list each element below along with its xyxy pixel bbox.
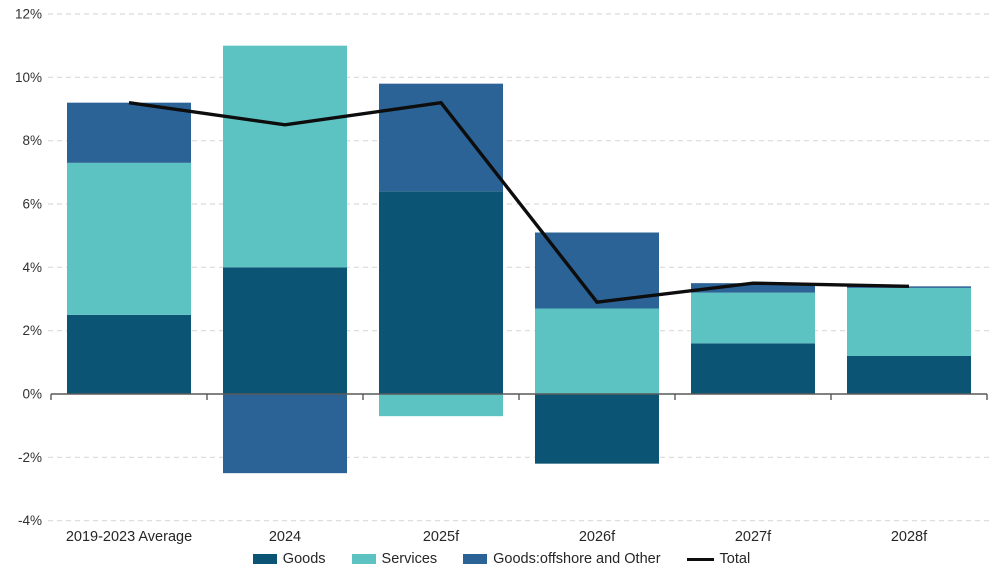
bar-segment-services-2026f xyxy=(535,308,659,394)
y-tick-label: 12% xyxy=(15,7,42,22)
x-axis-label: 2026f xyxy=(579,529,616,545)
total-line xyxy=(128,100,910,304)
bar-segment-services-2027f xyxy=(691,292,815,344)
x-axis-label: 2019-2023 Average xyxy=(66,529,192,545)
bar-segment-services-2024 xyxy=(223,45,347,268)
legend-label: Total xyxy=(719,551,751,567)
bar-segment-goods-2025f xyxy=(379,191,503,394)
legend-item-goods-offshore-and-other: Goods:offshore and Other xyxy=(463,551,661,567)
x-axis-label: 2027f xyxy=(735,529,772,545)
bar-segment-goods-2026f xyxy=(535,394,659,464)
bar-segment-goods-2027f xyxy=(691,343,815,394)
y-tick-label: 0% xyxy=(22,387,42,402)
y-tick-label: 6% xyxy=(22,197,42,212)
legend-color-swatch xyxy=(463,554,488,564)
legend-color-swatch xyxy=(252,554,277,564)
x-axis-label: 2024 xyxy=(269,529,301,545)
y-tick-label: 4% xyxy=(22,260,42,275)
y-tick-label: 2% xyxy=(22,323,42,338)
bar-segment-goods-2019-2023-average xyxy=(67,314,191,394)
bar-segment-services-2025f xyxy=(379,394,503,417)
bar-segment-goods-2028f xyxy=(847,356,971,394)
bar-segment-services-2028f xyxy=(847,287,971,356)
bar-segment-services-2019-2023-average xyxy=(67,162,191,315)
bar-segment-goods-offshore-and-other-2028f xyxy=(847,286,971,288)
bar-segment-goods-offshore-and-other-2019-2023-average xyxy=(67,102,191,163)
y-tick-label: -2% xyxy=(18,450,42,465)
legend-label: Goods:offshore and Other xyxy=(493,551,661,567)
legend-line-swatch xyxy=(686,557,714,561)
bar-segment-goods-offshore-and-other-2027f xyxy=(691,283,815,293)
x-axis-label: 2028f xyxy=(891,529,928,545)
bar-segment-goods-2024 xyxy=(223,267,347,394)
legend-label: Goods xyxy=(282,551,326,567)
legend-item-goods: Goods xyxy=(252,551,326,567)
bar-segment-goods-offshore-and-other-2024 xyxy=(223,394,347,474)
chart-legend: Goods Services Goods:offshore and Other Tot… xyxy=(0,551,1003,567)
x-axis-label: 2025f xyxy=(423,529,460,545)
legend-label: Services xyxy=(381,551,438,567)
y-tick-label: 10% xyxy=(15,70,42,85)
legend-color-swatch xyxy=(351,554,376,564)
y-tick-label: -4% xyxy=(18,513,42,528)
legend-item-total: Total xyxy=(686,551,751,567)
legend-item-services: Services xyxy=(351,551,438,567)
y-tick-label: 8% xyxy=(22,133,42,148)
bar-segment-goods-offshore-and-other-2025f xyxy=(379,83,503,192)
